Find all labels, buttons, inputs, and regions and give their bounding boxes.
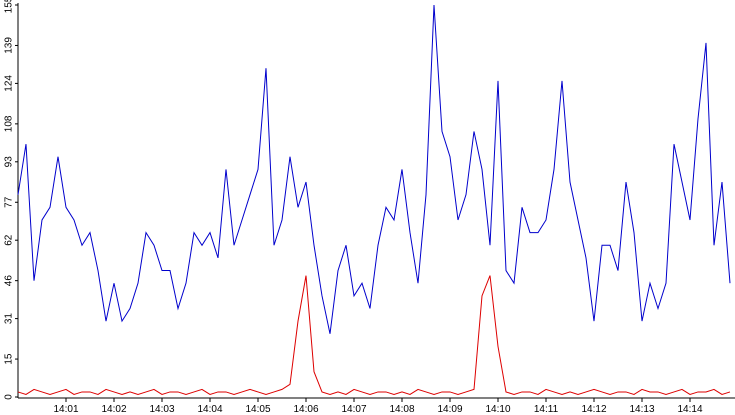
x-tick-label: 14:09 — [437, 404, 462, 415]
x-tick-label: 14:08 — [389, 404, 414, 415]
x-tick-label: 14:02 — [101, 404, 126, 415]
x-tick-label: 14:13 — [629, 404, 654, 415]
y-tick-label: 93 — [4, 156, 15, 168]
x-tick-label: 14:06 — [293, 404, 318, 415]
y-tick-label: 108 — [4, 115, 15, 132]
x-tick-label: 14:14 — [677, 404, 702, 415]
x-tick-label: 14:03 — [149, 404, 174, 415]
y-tick-label: 0 — [4, 394, 15, 400]
y-tick-label: 155 — [4, 0, 15, 13]
series-line — [17, 275, 731, 396]
x-tick-label: 14:05 — [245, 404, 270, 415]
x-tick-label: 14:10 — [485, 404, 510, 415]
x-tick-label: 14:01 — [53, 404, 78, 415]
x-tick-label: 14:07 — [341, 404, 366, 415]
y-tick-label: 15 — [4, 353, 15, 365]
y-tick-label: 77 — [4, 196, 15, 208]
series-line — [17, 4, 731, 334]
y-tick-label: 139 — [4, 37, 15, 54]
y-tick-label: 124 — [4, 75, 15, 92]
x-tick-label: 14:12 — [581, 404, 606, 415]
y-tick-label: 62 — [4, 234, 15, 246]
x-tick-label: 14:11 — [534, 404, 559, 415]
x-tick-label: 14:04 — [197, 404, 222, 415]
y-tick-label: 46 — [4, 275, 15, 287]
y-tick-label: 31 — [4, 313, 15, 325]
